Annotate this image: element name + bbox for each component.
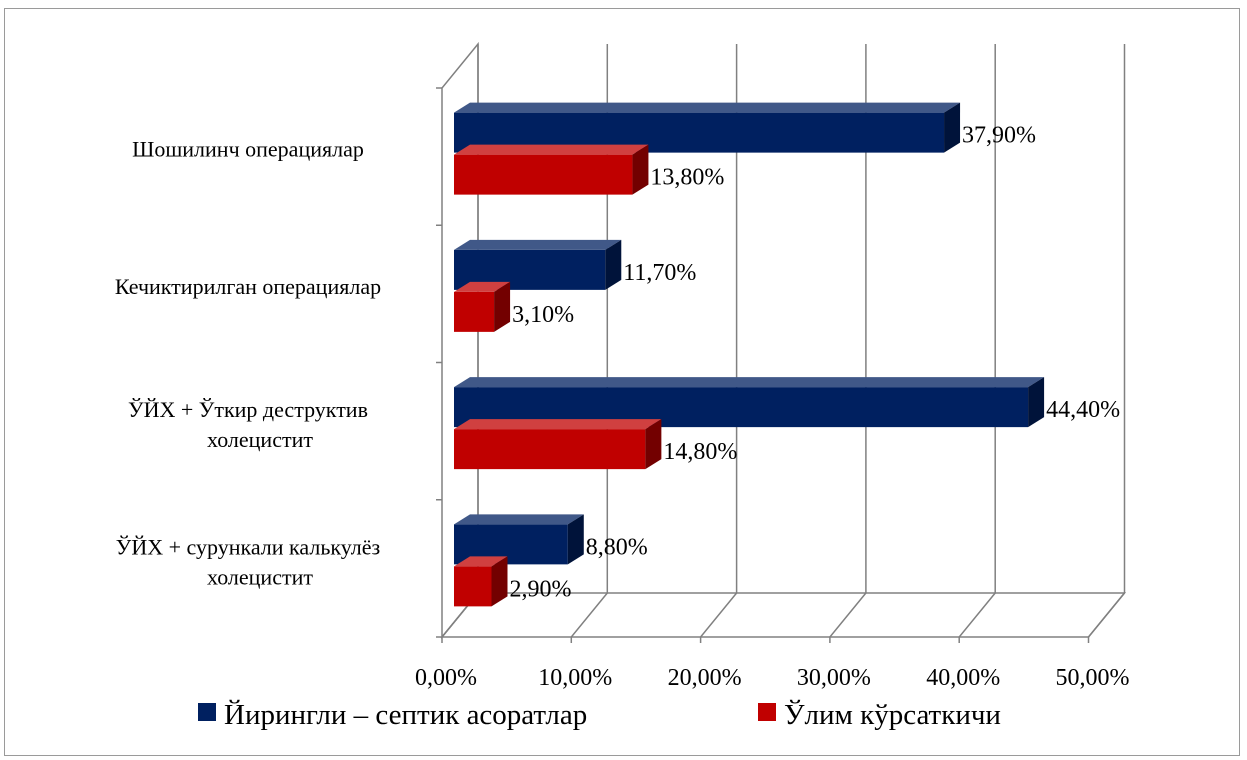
x-tick-label: 0,00%	[415, 665, 477, 691]
bar-front[interactable]	[454, 429, 646, 470]
legend-label[interactable]: Ўлим кўрсаткичи	[784, 698, 1001, 731]
data-label: 11,70%	[623, 260, 696, 286]
bar-mortality[interactable]	[454, 419, 662, 470]
legend-swatch[interactable]	[198, 703, 216, 721]
bar-front[interactable]	[454, 291, 495, 332]
bar-side	[494, 281, 511, 332]
data-label: 8,80%	[586, 534, 648, 560]
bar-mortality[interactable]	[454, 556, 508, 607]
bar-top	[454, 239, 622, 250]
bar-front[interactable]	[454, 566, 492, 607]
data-label: 13,80%	[650, 165, 724, 191]
category-label: ЎЙХ + сурункали калькулёз холецистит	[116, 534, 380, 589]
x-tick-label: 20,00%	[668, 665, 742, 691]
data-label: 37,90%	[962, 123, 1036, 149]
bar-mortality[interactable]	[454, 144, 649, 195]
bar-top	[454, 377, 1045, 388]
bar-top	[454, 556, 508, 567]
data-label: 2,90%	[509, 576, 571, 602]
gridline-floor	[829, 592, 867, 638]
gridline-floor	[570, 592, 608, 638]
bar-top	[454, 514, 584, 525]
bar-side	[567, 514, 584, 565]
bar-side	[491, 556, 508, 607]
bar-mortality[interactable]	[454, 281, 511, 332]
x-tick-label: 10,00%	[538, 665, 612, 691]
x-tick-label: 40,00%	[926, 665, 1000, 691]
category-label: Кечиктирилган операциялар	[115, 274, 381, 299]
data-label: 3,10%	[512, 302, 574, 328]
bar-top	[454, 102, 961, 113]
bar-side	[632, 144, 649, 195]
bar-side	[1028, 377, 1045, 428]
gridline-floor	[958, 592, 996, 638]
category-label: Шошилинч операциялар	[132, 137, 364, 162]
legend-swatch[interactable]	[758, 703, 776, 721]
bar-top	[454, 281, 511, 292]
gridline-floor	[1087, 592, 1126, 638]
x-tick-label: 30,00%	[797, 665, 871, 691]
bar-side	[605, 239, 622, 290]
legend-label[interactable]: Йирингли – септик асоратлар	[224, 699, 587, 731]
category-label: ЎЙХ + Ўткир деструктив холецистит	[128, 397, 368, 452]
bar-top	[454, 419, 662, 430]
data-label: 14,80%	[663, 439, 737, 465]
data-label: 44,40%	[1046, 397, 1120, 423]
bar-septic[interactable]	[454, 514, 584, 565]
bar-top	[454, 144, 649, 155]
gridline-floor	[700, 592, 738, 638]
bar-side	[645, 419, 662, 470]
bar-side	[944, 102, 961, 153]
bar-front[interactable]	[454, 154, 633, 195]
x-tick-label: 50,00%	[1056, 665, 1130, 691]
